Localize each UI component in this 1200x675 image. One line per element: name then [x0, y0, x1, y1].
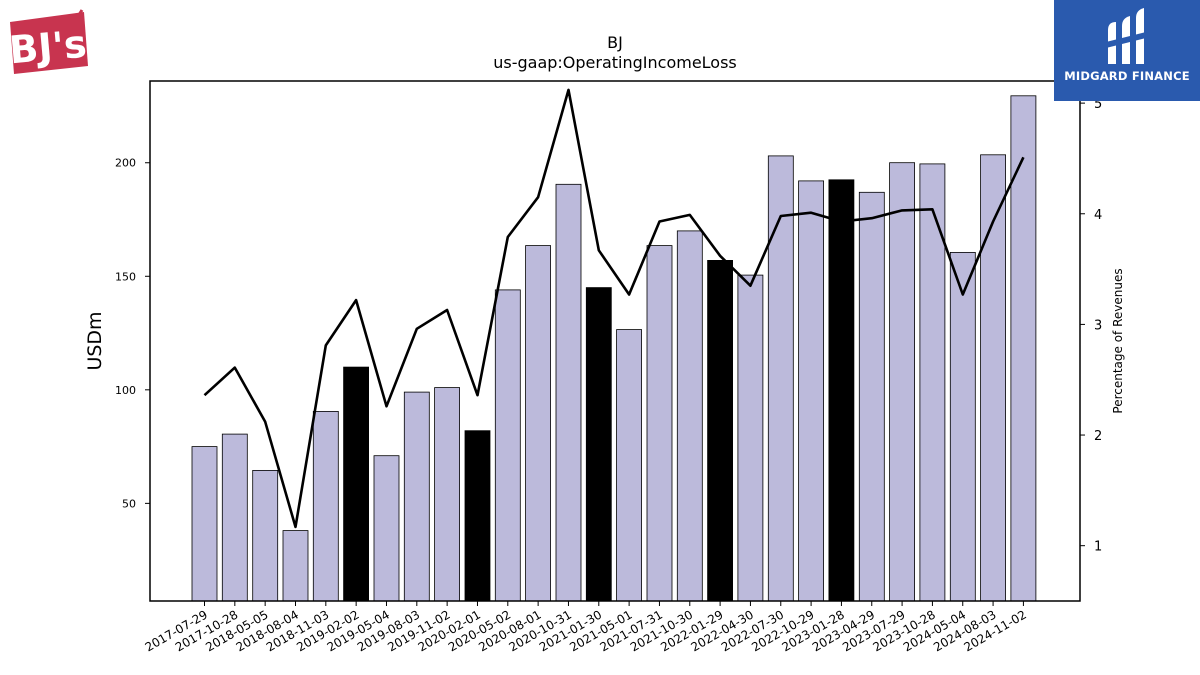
publisher-name: MIDGARD FINANCE: [1064, 69, 1190, 83]
bar-series: [191, 95, 1037, 602]
bjs-logo: BJ's: [7, 8, 90, 76]
y-tick-label: 50: [122, 497, 136, 510]
bar: [312, 410, 339, 602]
chart-subtitle: us-gaap:OperatingIncomeLoss: [493, 53, 737, 72]
bar: [919, 163, 946, 602]
bar: [858, 191, 885, 602]
bar: [767, 155, 794, 602]
y2-tick-label: 2: [1094, 429, 1102, 444]
bar: [646, 245, 673, 602]
bar: [980, 154, 1006, 602]
bar: [828, 179, 855, 602]
bar: [1010, 95, 1037, 602]
y2-tick-label: 3: [1094, 318, 1102, 333]
bar: [373, 455, 400, 602]
bar: [191, 446, 218, 602]
svg-text:BJ's: BJ's: [8, 22, 88, 73]
bar: [282, 530, 309, 602]
percentage-line: [203, 88, 1025, 529]
bar: [949, 251, 976, 602]
bar: [252, 469, 279, 602]
plot-frame: [149, 80, 1081, 602]
bar: [737, 274, 764, 602]
bar: [676, 230, 703, 602]
bar: [707, 259, 733, 602]
bar: [464, 430, 491, 602]
bar: [403, 391, 430, 602]
bar: [434, 387, 461, 602]
midgard-mark-icon: [1106, 8, 1146, 64]
y-tick-label: 150: [115, 270, 136, 283]
bar: [555, 183, 582, 602]
bar: [798, 180, 824, 602]
y-axis-right: 1 2 3 4 5: [1080, 97, 1102, 555]
bar: [616, 329, 642, 602]
y-tick-label: 100: [115, 384, 136, 397]
y-axis-label: USDm: [84, 311, 106, 370]
bar: [343, 366, 370, 602]
y2-tick-label: 4: [1094, 208, 1102, 223]
y2-tick-label: 1: [1094, 540, 1102, 555]
bar: [221, 433, 248, 602]
bar: [585, 287, 612, 602]
bar: [525, 245, 551, 602]
y-tick-label: 200: [115, 157, 136, 170]
y2-axis-label: Percentage of Revenues: [1111, 268, 1125, 413]
y2-tick-label: 5: [1094, 97, 1102, 112]
y-axis-left: 50 100 150 200: [115, 157, 150, 510]
bar: [494, 289, 521, 602]
bar: [889, 162, 915, 602]
x-axis: 2017-07-292017-10-282018-05-052018-08-04…: [143, 601, 1029, 654]
chart-title: BJ: [607, 33, 623, 52]
midgard-finance-logo: MIDGARD FINANCE: [1054, 0, 1200, 101]
